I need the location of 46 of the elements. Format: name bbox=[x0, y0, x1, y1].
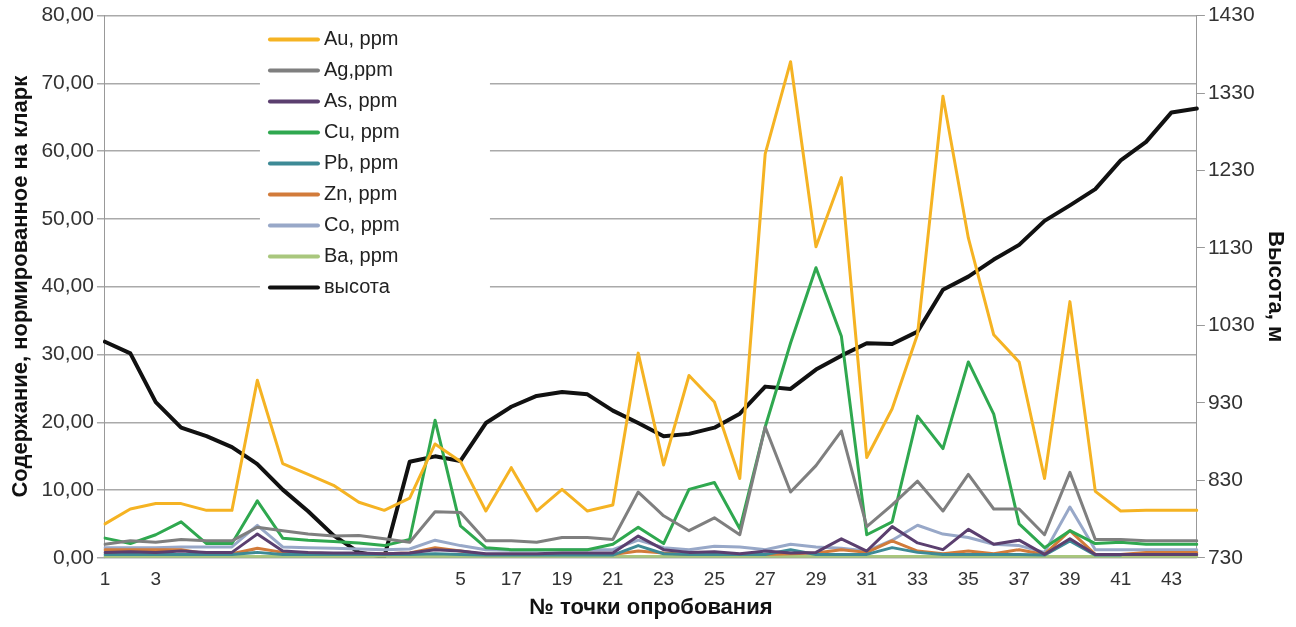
y-tick-label: 40,00 bbox=[41, 273, 94, 297]
legend-label: Zn, ppm bbox=[323, 182, 398, 205]
legend-label: Cu, ppm bbox=[323, 120, 400, 143]
x-tick-label: 31 bbox=[856, 568, 878, 590]
legend-label: Ba, ppm bbox=[323, 244, 399, 267]
x-tick-label: 33 bbox=[906, 568, 929, 590]
x-tick-label: 21 bbox=[602, 568, 624, 590]
x-tick-label: 37 bbox=[1008, 568, 1030, 590]
x-tick-label: 19 bbox=[551, 568, 573, 590]
x-tick-label: 5 bbox=[455, 568, 466, 590]
legend-label: Co, ppm bbox=[323, 213, 400, 236]
y2-tick-label: 730 bbox=[1207, 544, 1243, 568]
x-tick-label: 27 bbox=[754, 568, 776, 590]
x-tick-label: 29 bbox=[805, 568, 827, 590]
y2-tick-label: 1230 bbox=[1207, 157, 1255, 181]
legend-label: Ag,ppm bbox=[323, 58, 393, 81]
y-tick-label: 30,00 bbox=[41, 341, 94, 365]
y2-tick-label: 1130 bbox=[1207, 234, 1254, 258]
legend-label: As, ppm bbox=[323, 89, 398, 112]
legend-label: высота bbox=[323, 275, 391, 298]
x-axis-title: № точки опробования bbox=[529, 593, 773, 619]
y-tick-label: 50,00 bbox=[41, 205, 94, 229]
y2-tick-label: 1430 bbox=[1207, 2, 1255, 26]
y2-tick-label: 930 bbox=[1207, 389, 1243, 413]
y-tick-label: 0,00 bbox=[53, 544, 94, 568]
y-axis-title: Содержание, нормированное на кларк bbox=[7, 74, 33, 498]
y-tick-label: 60,00 bbox=[41, 137, 94, 161]
y2-tick-label: 1030 bbox=[1207, 312, 1255, 336]
y2-tick-label: 1330 bbox=[1207, 79, 1255, 103]
legend-label: Pb, ppm bbox=[323, 151, 399, 174]
y-tick-label: 80,00 bbox=[41, 2, 94, 26]
x-tick-label: 1 bbox=[99, 568, 111, 590]
x-tick-label: 41 bbox=[1110, 568, 1132, 590]
x-tick-label: 17 bbox=[500, 568, 522, 590]
x-tick-label: 35 bbox=[957, 568, 979, 590]
x-tick-label: 23 bbox=[653, 568, 675, 590]
x-tick-label: 25 bbox=[703, 568, 725, 590]
y-tick-label: 10,00 bbox=[41, 476, 94, 500]
y-tick-label: 70,00 bbox=[41, 70, 94, 94]
x-tick-label: 43 bbox=[1160, 568, 1183, 590]
y2-axis-title: Высота, м bbox=[1263, 231, 1289, 343]
y2-tick-label: 830 bbox=[1207, 467, 1243, 491]
x-tick-label: 3 bbox=[150, 568, 162, 590]
y-tick-label: 20,00 bbox=[41, 409, 94, 433]
legend-label: Au, ppm bbox=[323, 27, 399, 50]
x-tick-label: 39 bbox=[1059, 568, 1081, 590]
